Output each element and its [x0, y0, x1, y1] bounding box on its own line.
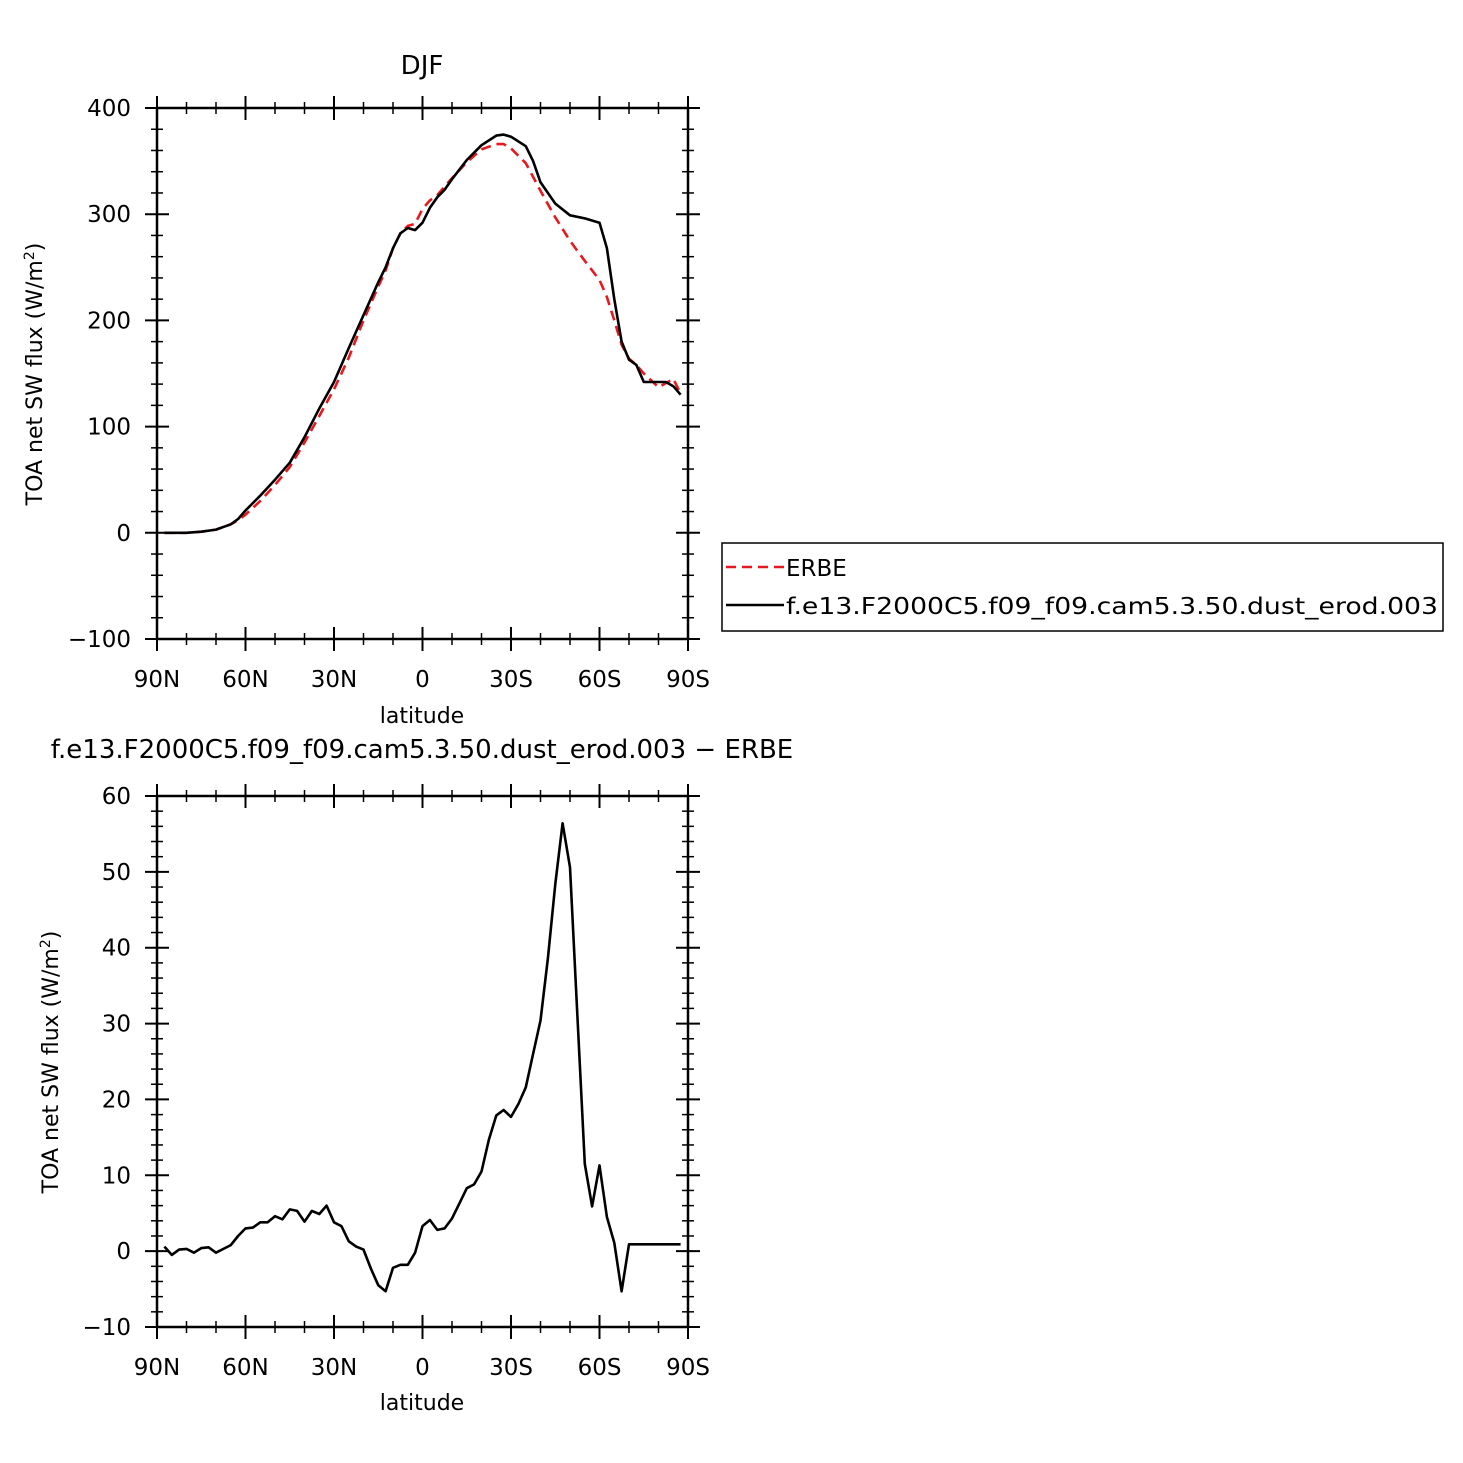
panel-top-title: DJF: [401, 51, 444, 81]
y-tick-label: 100: [87, 415, 131, 441]
x-tick-label: 60S: [578, 1355, 622, 1381]
panel-top-y-axis-label: TOA net SW flux (W/m2): [22, 243, 48, 507]
x-tick-label: 0: [415, 1355, 430, 1381]
x-tick-label: 90N: [134, 1355, 180, 1381]
x-tick-label: 60N: [222, 1355, 268, 1381]
panel-bottom-series: [163, 821, 681, 1293]
panel-top-plot-frame: [155, 106, 690, 641]
panel-bottom-y-axis-label: TOA net SW flux (W/m2): [38, 931, 64, 1195]
x-tick-label: 30N: [311, 1355, 357, 1381]
y-tick-label: 60: [102, 784, 131, 810]
panel-bottom-series-line-0: [163, 821, 681, 1293]
panel-bottom-x-ticks: 90N 60N 30N 0 30S 60S 90S: [134, 784, 710, 1381]
panel-bottom-title: f.e13.F2000C5.f09_f09.cam5.3.50.dust_ero…: [51, 735, 793, 765]
x-tick-label: 90S: [666, 667, 710, 693]
panel-top-x-ticks: 90N 60N 30N 0 30S 60S 90S: [134, 96, 710, 693]
x-tick-label: 60S: [578, 667, 622, 693]
panel-top-y-ticks: −100 0 100 200 300 400: [68, 96, 700, 653]
y-tick-label: −100: [68, 627, 131, 653]
panel-top-series-line-0: [164, 142, 682, 535]
x-tick-label: 90N: [134, 667, 180, 693]
x-tick-label: 90S: [666, 1355, 710, 1381]
y-tick-label: 200: [87, 308, 131, 334]
y-tick-label: 10: [102, 1163, 131, 1189]
panel-bottom-x-axis-label: latitude: [380, 1391, 464, 1416]
panel-bottom-plot-frame: [155, 794, 690, 1329]
y-tick-label: 20: [102, 1087, 131, 1113]
y-tick-label: −10: [82, 1315, 131, 1341]
x-tick-label: 0: [415, 667, 430, 693]
panel-bottom: f.e13.F2000C5.f09_f09.cam5.3.50.dust_ero…: [38, 735, 793, 1416]
panel-bottom-y-ticks: −10 0 10 20 30 40 50 60: [82, 784, 700, 1341]
y-tick-label: 400: [87, 96, 131, 122]
y-tick-label: 50: [102, 860, 131, 886]
x-tick-label: 30S: [489, 667, 533, 693]
legend-label-model: f.e13.F2000C5.f09_f09.cam5.3.50.dust_ero…: [786, 594, 1438, 620]
y-tick-label: 300: [87, 202, 131, 228]
y-tick-label: 40: [102, 936, 131, 962]
y-tick-label: 0: [116, 521, 131, 547]
panel-top-series-line-1: [164, 133, 682, 535]
legend-box: [721, 542, 1444, 632]
x-tick-label: 30S: [489, 1355, 533, 1381]
legend-label-erbe: ERBE: [786, 556, 847, 582]
panel-top-series: [164, 133, 682, 535]
y-tick-label: 0: [116, 1239, 131, 1265]
panel-top-x-axis-label: latitude: [380, 704, 464, 729]
legend: ERBE f.e13.F2000C5.f09_f09.cam5.3.50.dus…: [721, 542, 1444, 632]
y-tick-label: 30: [102, 1012, 131, 1038]
x-tick-label: 30N: [311, 667, 357, 693]
x-tick-label: 60N: [222, 667, 268, 693]
